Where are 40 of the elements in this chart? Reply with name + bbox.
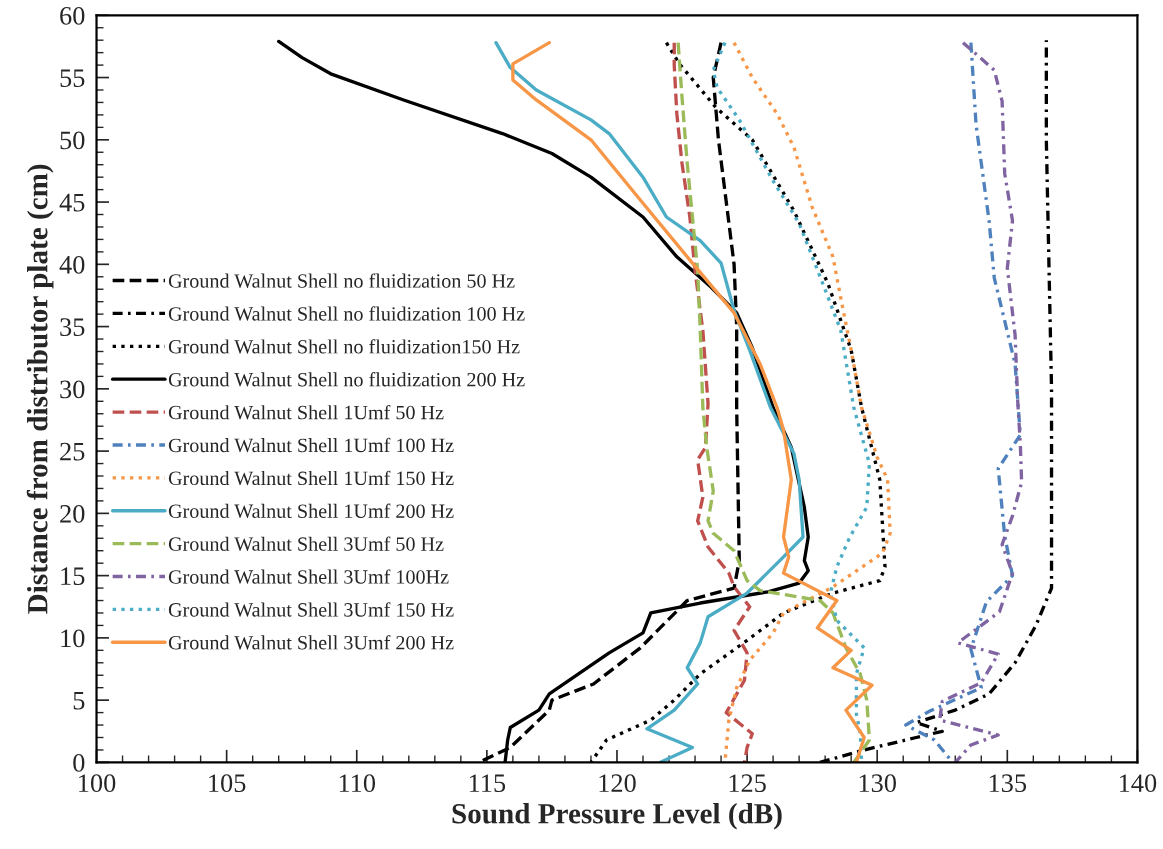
y-tick-label: 20 <box>60 504 85 523</box>
legend-label: Ground Walnut Shell no fluidization 200 Hz <box>168 372 525 387</box>
x-axis-title: Sound Pressure Level (dB) <box>452 803 782 830</box>
y-tick-label: 60 <box>60 6 85 25</box>
y-tick-label: 30 <box>60 380 85 399</box>
x-tick-label: 120 <box>599 774 636 793</box>
y-tick-label: 5 <box>73 692 85 710</box>
legend-label: Ground Walnut Shell 1Umf 50 Hz <box>168 404 444 420</box>
y-tick-label: 35 <box>60 318 85 336</box>
line-series <box>937 41 1024 763</box>
line-series <box>494 41 805 763</box>
y-tick-label: 10 <box>61 629 85 648</box>
x-tick-label: 100 <box>79 774 116 793</box>
y-tick-label: 15 <box>61 567 85 586</box>
legend-label: Ground Walnut Shell 3Umf 200 Hz <box>168 635 454 650</box>
x-tick-label: 115 <box>469 774 506 793</box>
legend-label: Ground Walnut Shell 3Umf 150 Hz <box>168 602 454 617</box>
y-tick-label: 50 <box>60 131 85 150</box>
legend-label: Ground Walnut Shell no fluidization150 Hz <box>168 339 520 354</box>
y-tick-label: 25 <box>60 442 85 461</box>
x-tick-label: 130 <box>859 774 896 793</box>
legend-label: Ground Walnut Shell no fluidization 100 Hz <box>168 306 525 321</box>
x-tick-label: 140 <box>1119 774 1157 793</box>
x-tick-label: 135 <box>989 774 1027 793</box>
legend-label: Ground Walnut Shell 3Umf 50 Hz <box>168 536 444 551</box>
legend-label: Ground Walnut Shell 1Umf 150 Hz <box>168 470 454 486</box>
x-tick-label: 125 <box>729 774 766 793</box>
legend-label: Ground Walnut Shell 1Umf 200 Hz <box>168 503 454 519</box>
y-tick-label: 40 <box>59 255 85 274</box>
x-tick-label: 110 <box>339 774 376 793</box>
line-series <box>676 41 872 763</box>
y-tick-label: 0 <box>73 754 85 772</box>
legend-label: Ground Walnut Shell 1Umf 100 Hz <box>168 437 454 453</box>
y-tick-label: 55 <box>60 69 85 87</box>
y-axis-title: Distance from distributor plate (cm) <box>26 164 54 614</box>
line-series <box>672 41 754 763</box>
legend-label: Ground Walnut Shell no fluidization 50 Hz <box>168 273 515 288</box>
x-tick-label: 105 <box>209 774 246 793</box>
legend-label: Ground Walnut Shell 3Umf 100Hz <box>168 569 449 584</box>
y-tick-label: 45 <box>59 193 85 212</box>
